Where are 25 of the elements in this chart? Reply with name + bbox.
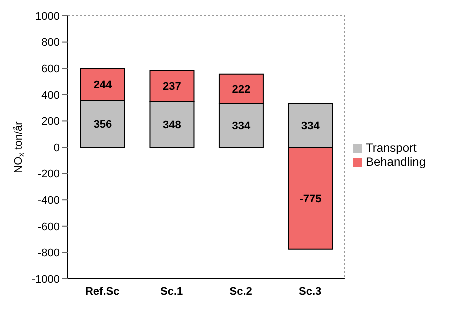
x-tick-label: Sc.1 [160,286,184,298]
y-tick-label: 0 [54,142,60,154]
data-label: 356 [94,119,112,131]
legend-label: Transport [366,140,417,154]
x-tick-label: Sc.3 [299,286,322,298]
data-label: 222 [232,84,251,96]
data-label: -775 [300,193,322,206]
y-tick-label: -1000 [32,274,60,286]
legend-label: Behandling [366,154,426,168]
x-tick-label: Ref.Sc [85,286,120,298]
data-label: 348 [163,120,182,132]
y-tick-label: 800 [42,37,60,50]
y-tick-label: -200 [38,168,60,181]
data-label: 244 [94,80,114,92]
y-tick-label: -800 [38,248,60,260]
y-tick-label: -400 [38,195,60,208]
data-label: 334 [232,120,252,132]
y-tick-label: 400 [42,90,60,102]
data-label: 237 [163,81,182,94]
y-tick-label: 600 [42,64,60,76]
y-tick-label: -600 [38,221,60,234]
y-tick-label: 1000 [36,10,60,23]
x-tick-label: Sc.2 [230,286,252,298]
y-tick-label: 200 [42,116,60,128]
data-label: 334 [302,120,321,132]
